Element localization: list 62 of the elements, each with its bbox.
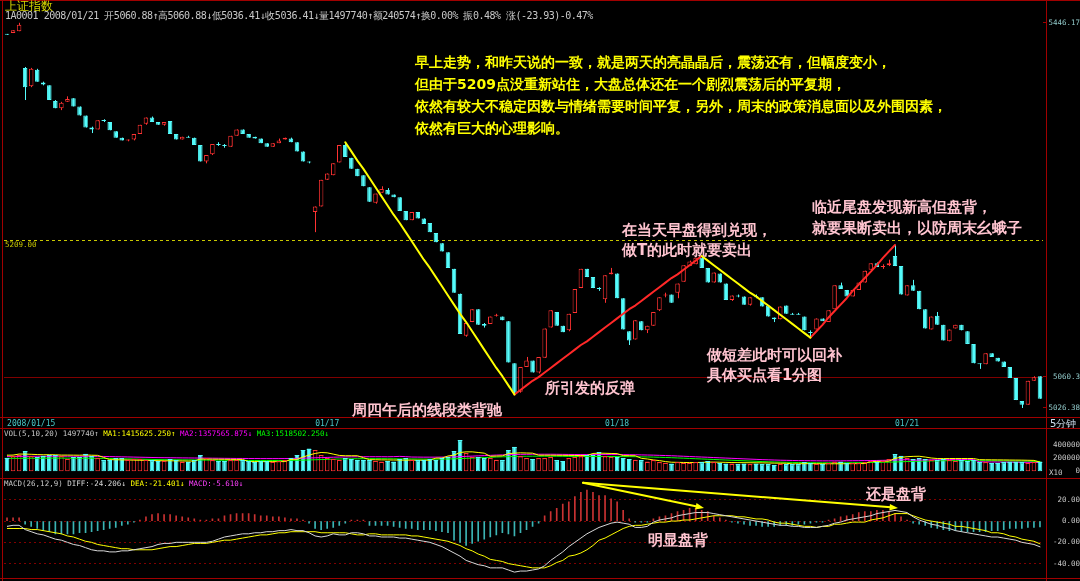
bar bbox=[113, 458, 119, 472]
bar bbox=[71, 457, 76, 472]
annotation: 明显盘背 bbox=[648, 530, 708, 550]
annotation: 依然有较大不稳定因数与情绪需要时间平复，另外，周末的政策消息面以及外围因素， bbox=[415, 97, 947, 116]
bar bbox=[397, 458, 402, 472]
bar bbox=[530, 458, 535, 472]
x-tick-label: 01/17 bbox=[315, 418, 340, 428]
annotation: 还是盘背 bbox=[866, 484, 926, 504]
bar bbox=[41, 456, 46, 472]
bar bbox=[258, 460, 263, 472]
annotation: 临近尾盘发现新高但盘背， bbox=[812, 197, 992, 217]
bar bbox=[89, 456, 94, 472]
bar bbox=[500, 460, 505, 472]
bar bbox=[361, 459, 366, 472]
x-tick-label: 01/18 bbox=[605, 418, 630, 428]
x-axis-title: 5分钟 bbox=[1050, 417, 1077, 429]
bar bbox=[965, 460, 970, 472]
annotation: 做短差此时可以回补 bbox=[707, 345, 842, 365]
bar bbox=[252, 461, 257, 472]
bar bbox=[844, 462, 849, 472]
bar bbox=[185, 461, 191, 472]
bar bbox=[481, 458, 487, 472]
bar bbox=[222, 460, 227, 472]
bar bbox=[989, 462, 994, 472]
bar bbox=[959, 460, 964, 472]
bar bbox=[941, 458, 946, 472]
bar bbox=[107, 459, 112, 472]
bar bbox=[343, 458, 348, 472]
bar bbox=[391, 461, 396, 472]
bar bbox=[560, 460, 566, 472]
bar bbox=[101, 460, 106, 472]
annotation: 在当天早盘得到兑现， bbox=[622, 220, 772, 240]
bar bbox=[669, 463, 674, 472]
annotation: 但由于5209点没重新站住，大盘总体还在一个剧烈震荡后的平复期， bbox=[415, 75, 846, 94]
annotation: 依然有巨大的心理影响。 bbox=[415, 119, 569, 138]
x-tick-label: 01/21 bbox=[895, 418, 920, 428]
annotation: 所引发的反弹 bbox=[545, 378, 635, 398]
annotation: 早上走势，和昨天说的一致，就是两天的亮晶晶后，震荡还有，但幅度变小， bbox=[415, 53, 891, 72]
annotation: 就要果断卖出，以防周末幺蛾子 bbox=[812, 218, 1022, 238]
bar bbox=[246, 460, 251, 472]
bar bbox=[699, 462, 704, 472]
bar bbox=[935, 460, 940, 472]
bar bbox=[385, 460, 390, 472]
bar bbox=[192, 460, 197, 472]
bar bbox=[971, 459, 976, 472]
bar bbox=[240, 460, 245, 472]
bar bbox=[355, 459, 360, 472]
bar bbox=[77, 457, 82, 472]
bar bbox=[554, 460, 559, 472]
bar bbox=[977, 461, 982, 472]
annotation: 具体买点看1分图 bbox=[707, 365, 823, 385]
bar bbox=[349, 458, 354, 472]
bar bbox=[216, 460, 221, 472]
bar bbox=[367, 460, 372, 472]
bar bbox=[1001, 462, 1006, 472]
bar bbox=[995, 462, 1000, 472]
bar bbox=[639, 460, 644, 472]
annotation: 周四午后的线段类背驰 bbox=[352, 400, 502, 420]
x-tick-label: 2008/01/15 bbox=[7, 418, 56, 428]
bar bbox=[808, 462, 813, 472]
annotation: 做T的此时就要卖出 bbox=[622, 240, 753, 260]
bar bbox=[820, 463, 825, 472]
